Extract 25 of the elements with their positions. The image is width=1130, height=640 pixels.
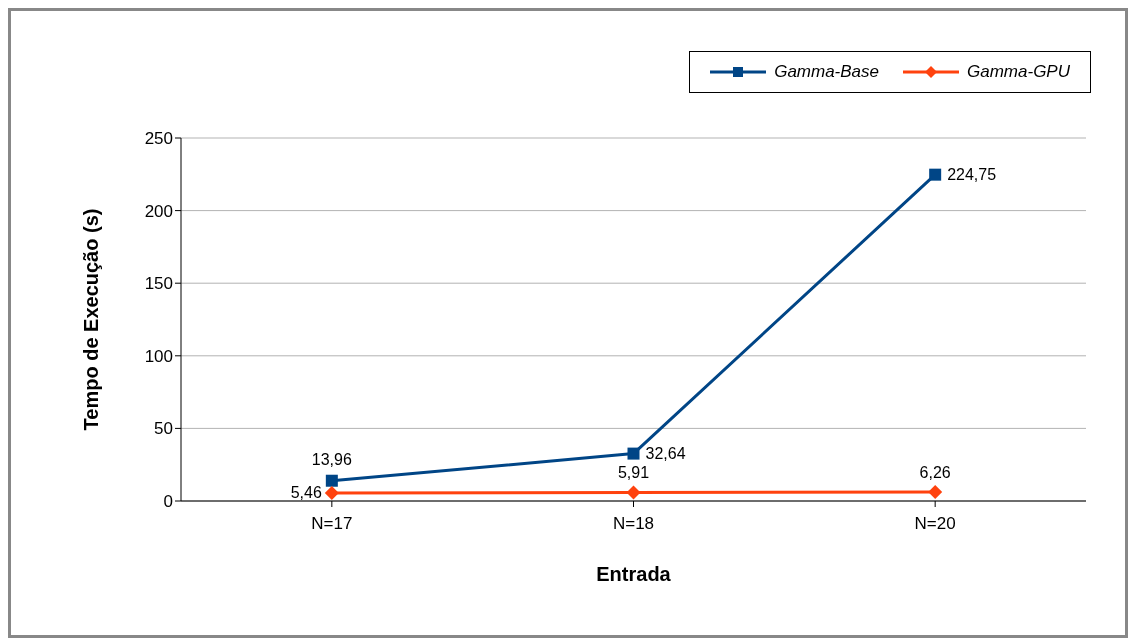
legend-label: Gamma-GPU bbox=[967, 62, 1070, 82]
point bbox=[324, 486, 339, 501]
x-axis-title: Entrada bbox=[596, 563, 672, 585]
y-tick-label: 200 bbox=[144, 201, 173, 221]
y-tick-label: 0 bbox=[163, 492, 173, 512]
point bbox=[627, 447, 640, 460]
point bbox=[325, 474, 338, 487]
x-tick-label: N=18 bbox=[612, 514, 655, 534]
y-tick-label: 50 bbox=[154, 419, 173, 439]
data-label: 224,75 bbox=[947, 165, 997, 183]
x-tick-label: N=17 bbox=[311, 514, 353, 534]
data-label: 13,96 bbox=[311, 450, 352, 468]
point bbox=[929, 168, 942, 181]
x-tick-label: N=20 bbox=[914, 514, 956, 534]
point bbox=[928, 484, 943, 499]
data-label: 5,46 bbox=[290, 484, 322, 502]
legend-label: Gamma-Base bbox=[774, 62, 880, 82]
data-label: 6,26 bbox=[919, 463, 951, 481]
y-tick-label: 150 bbox=[144, 274, 173, 294]
data-label: 5,91 bbox=[617, 464, 650, 482]
y-tick-label: 100 bbox=[144, 346, 173, 366]
y-tick-label: 250 bbox=[144, 129, 173, 149]
data-label: 32,64 bbox=[645, 444, 686, 462]
point bbox=[626, 485, 641, 500]
y-axis-title: Tempo de Execução (s) bbox=[80, 208, 103, 431]
